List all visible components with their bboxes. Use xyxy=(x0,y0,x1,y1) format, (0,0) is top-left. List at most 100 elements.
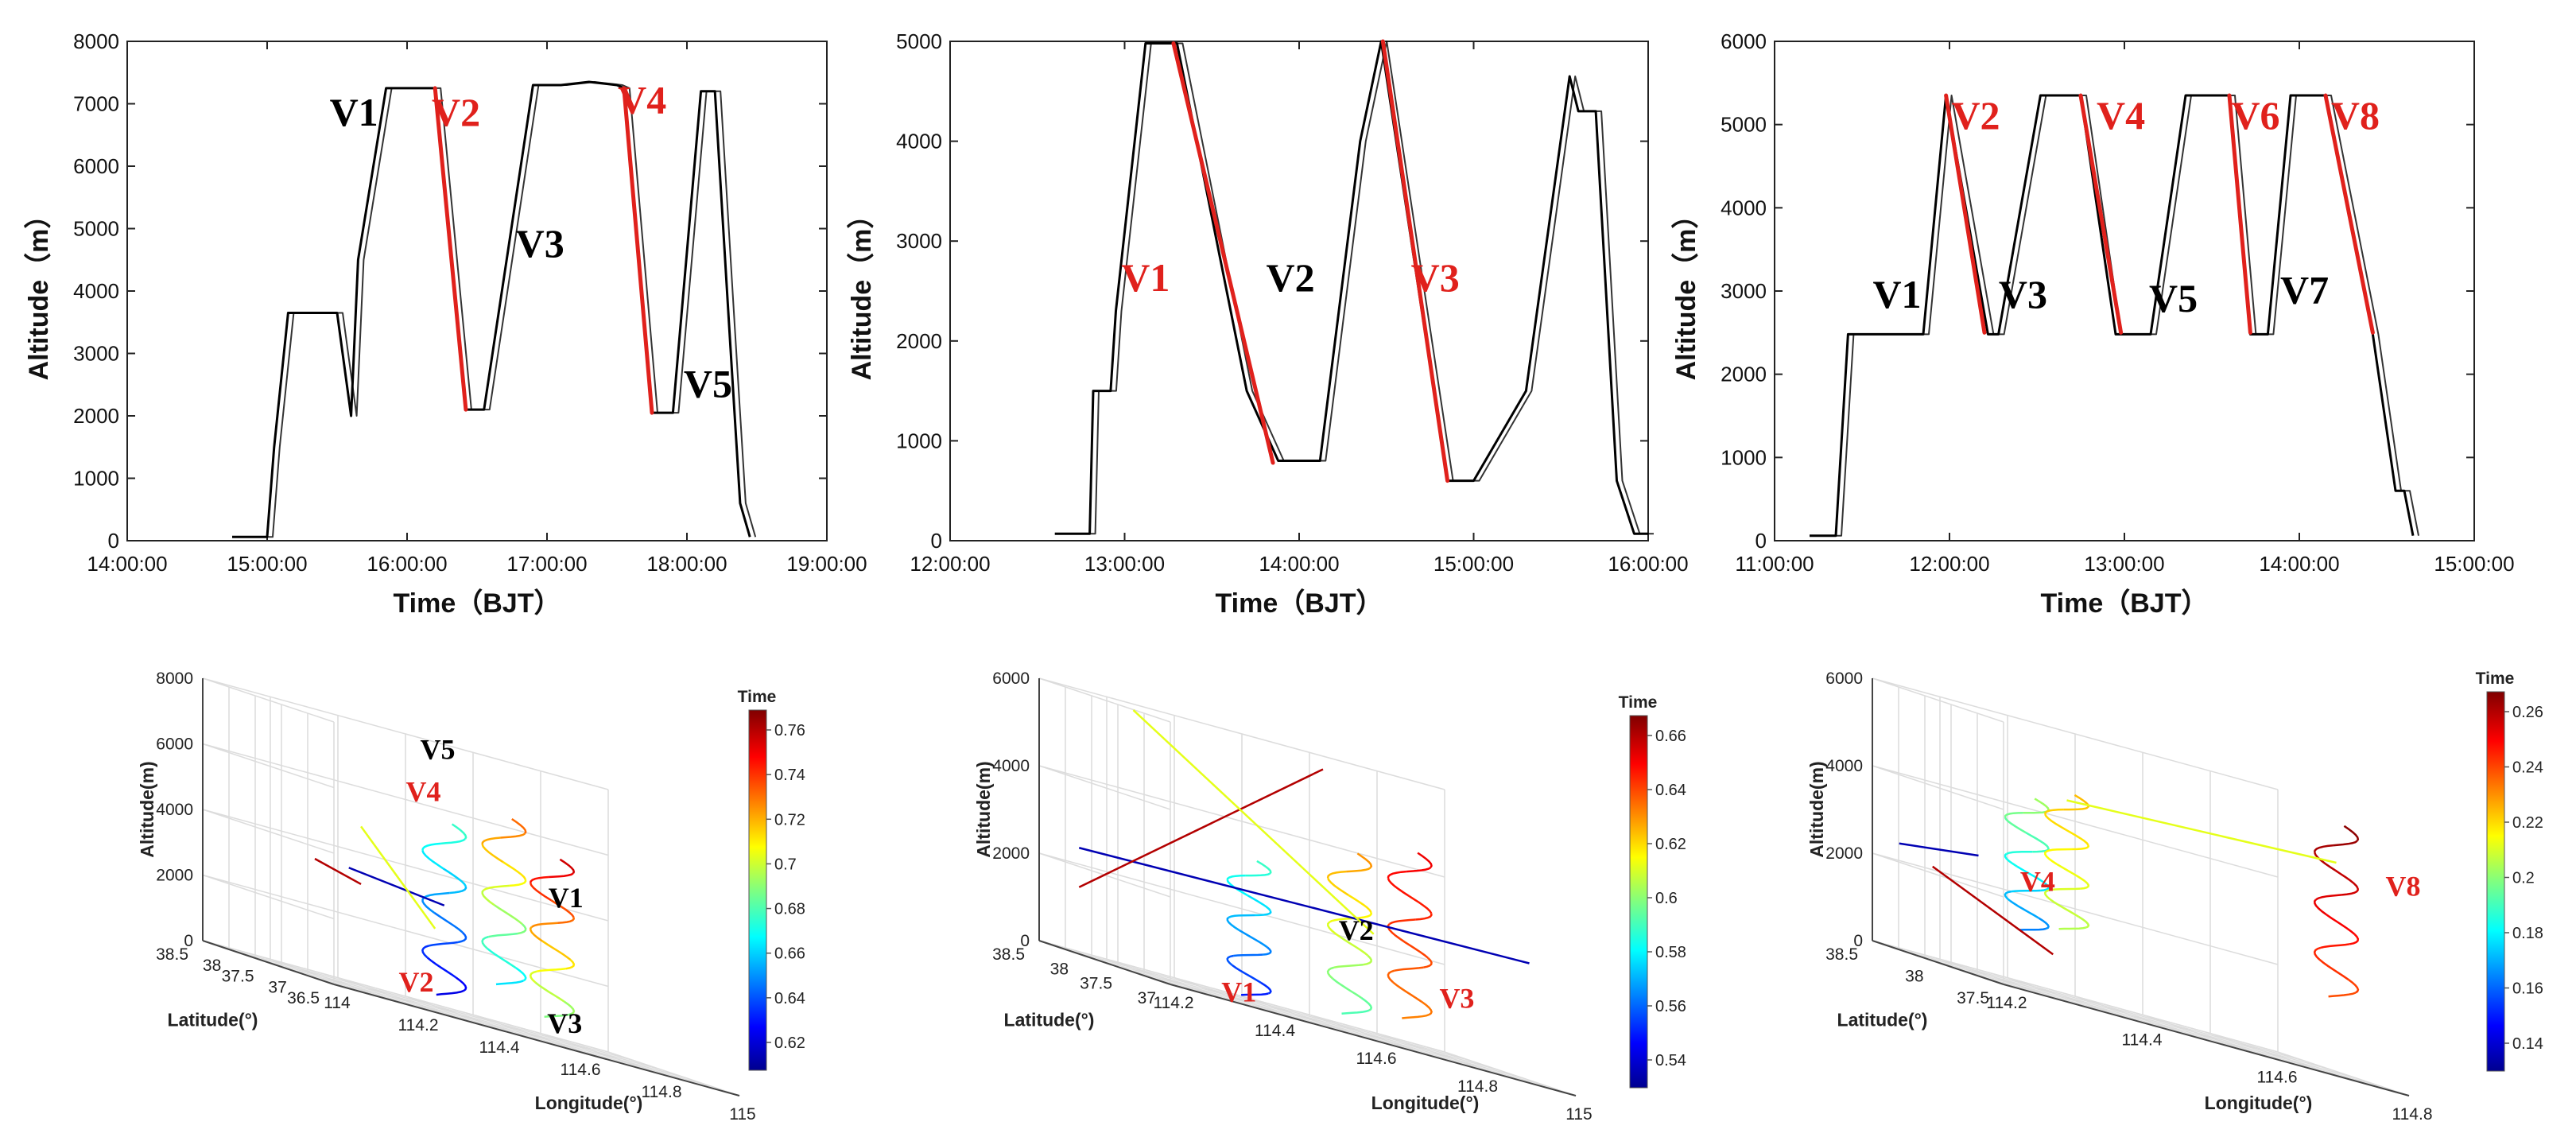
wall-grid-line xyxy=(202,743,335,789)
trajectory-spiral-segment xyxy=(1329,917,1356,923)
descent-segment xyxy=(1171,41,1275,465)
trajectory-spiral-segment xyxy=(481,844,504,864)
trajectory-spiral-segment xyxy=(2080,880,2090,890)
trajectory-spiral-segment xyxy=(1326,877,1349,896)
colorbar-tick-label: 0.68 xyxy=(774,901,805,918)
latitude-axis xyxy=(1872,940,2004,985)
y-tick-label: 1000 xyxy=(896,429,942,452)
trajectory-spiral-segment xyxy=(2016,865,2046,884)
longitude-tick-label: 114.6 xyxy=(2257,1068,2298,1086)
trajectory-spiral-segment xyxy=(1326,870,1347,879)
altitude-chart-top-left: 0 1000 2000 3000 4000 5000 6000 7000 8000 14:00:0… xyxy=(23,29,867,619)
trajectory-spiral-segment xyxy=(421,897,436,914)
trajectory-spiral-segment xyxy=(1399,937,1429,959)
trajectory-spiral-segment xyxy=(1387,969,1395,984)
trajectory-spiral-segment xyxy=(2077,915,2090,929)
wall-grid-line xyxy=(202,809,335,854)
latitude-tick-label: 37.5 xyxy=(222,968,254,986)
trajectory-spiral-segment xyxy=(440,838,466,845)
trajectory-spiral-segment xyxy=(1394,966,1424,972)
colorbar-tick-label: 0.66 xyxy=(774,945,805,963)
trajectory-spiral-segment xyxy=(2025,832,2050,848)
trajectory-spiral-segment xyxy=(1262,946,1272,956)
floor-grid-line xyxy=(472,1014,605,1060)
trajectory-spiral-segment xyxy=(2318,958,2349,980)
trajectory-spiral-segment xyxy=(2341,887,2359,896)
latitude-axis xyxy=(1038,940,1171,985)
floor-grid-line xyxy=(607,1051,740,1096)
y-tick-label: 2000 xyxy=(896,329,942,353)
x-tick-label: 14:00:00 xyxy=(1259,552,1339,576)
trajectory-spiral-segment xyxy=(1327,922,1340,938)
trajectory-spiral-segment xyxy=(429,941,459,947)
trajectory-spiral-segment xyxy=(1355,912,1372,920)
trajectory-spiral-segment xyxy=(1332,977,1363,999)
latitude-tick-label: 36.5 xyxy=(287,989,320,1007)
trajectory-label-v4: V4 xyxy=(2020,865,2055,897)
trajectory-spiral-segment xyxy=(2058,926,2087,930)
trajectory-spiral-segment xyxy=(1239,929,1268,949)
y-axis-label: Altitude（m） xyxy=(1670,202,1701,381)
flight-altitude-line-overlap xyxy=(1815,95,2419,537)
profile-label-v5: V5 xyxy=(2149,276,2198,320)
latitude-tick-label: 38.5 xyxy=(1825,945,1858,964)
y-tick-label: 0 xyxy=(931,529,942,553)
floor-grid-line xyxy=(2277,1051,2410,1096)
colorbar-tick-label: 0.7 xyxy=(774,856,797,873)
colorbar xyxy=(2486,691,2505,1072)
profile-label-v3: V3 xyxy=(1999,272,2047,316)
descent-segment xyxy=(622,86,654,415)
trajectory-spiral-segment xyxy=(1226,874,1246,881)
longitude-tick-label: 114.8 xyxy=(2392,1105,2433,1124)
longitude-tick-label: 114 xyxy=(324,994,351,1012)
trajectory-spiral-segment xyxy=(557,917,575,925)
y-tick-label: 6000 xyxy=(1721,29,1767,53)
colorbar-tick-label: 0.2 xyxy=(2512,870,2535,887)
trajectory-spiral-segment xyxy=(529,970,537,984)
wall-grid-line xyxy=(1038,677,1171,723)
longitude-axis-label: Longitude(°) xyxy=(2205,1093,2313,1113)
latitude-axis-label: Latitude(°) xyxy=(1837,1010,1928,1030)
trajectory-spiral-segment xyxy=(1254,910,1272,917)
floor-grid-line xyxy=(1106,958,1239,1004)
colorbar-tick-label: 0.24 xyxy=(2512,759,2543,777)
trajectory-spiral-segment xyxy=(2019,927,2046,931)
altitude-tick-label: 4000 xyxy=(1825,757,1863,775)
trajectory-spiral-segment xyxy=(529,875,549,883)
trajectory-spiral-segment xyxy=(1333,963,1364,968)
y-tick-label: 5000 xyxy=(1721,113,1767,137)
longitude-axis xyxy=(333,984,740,1096)
altitude-chart-top-right: 0 1000 2000 3000 4000 5000 6000 11:00:00 12:00:0… xyxy=(1670,29,2515,619)
trajectory-spiral-segment xyxy=(1415,913,1433,921)
floor-grid-line xyxy=(2209,1032,2342,1078)
wall-grid-line xyxy=(202,677,335,723)
longitude-tick-label: 114.6 xyxy=(1356,1050,1397,1068)
trajectory-spiral-segment xyxy=(1226,916,1240,931)
profile-label-v1: V1 xyxy=(330,90,378,134)
trajectory-spiral-segment xyxy=(449,886,467,895)
altitude-tick-label: 6000 xyxy=(156,736,193,754)
altitude-tick-label: 2000 xyxy=(1825,844,1863,863)
floor-grid-line xyxy=(2007,976,2140,1023)
trajectory-track-line xyxy=(1132,709,1375,935)
y-tick-label: 2000 xyxy=(73,404,119,428)
trajectory-spiral-segment xyxy=(1339,935,1369,957)
floor-grid-line xyxy=(2142,1014,2275,1060)
trajectory-spiral-segment xyxy=(509,879,527,887)
x-tick-label: 13:00:00 xyxy=(2084,552,2164,576)
trajectory-label-v1: V1 xyxy=(549,882,584,914)
y-axis-label: Altitude（m） xyxy=(846,202,877,381)
trajectory-track-line xyxy=(1932,865,2054,956)
trajectory-spiral-segment xyxy=(483,884,510,891)
trajectory-spiral-segment xyxy=(2063,806,2089,811)
colorbar-tick-label: 0.74 xyxy=(774,767,805,784)
trajectory-spiral-segment xyxy=(2050,887,2081,891)
trajectory-spiral-segment xyxy=(488,932,518,938)
trajectory-track-line xyxy=(1078,847,1530,965)
trajectory-spiral-segment xyxy=(517,923,527,935)
colorbar xyxy=(1629,715,1648,1089)
colorbar-title: Time xyxy=(1619,693,1658,712)
profile-label-v6: V6 xyxy=(2231,93,2279,138)
y-tick-label: 2000 xyxy=(1721,363,1767,386)
